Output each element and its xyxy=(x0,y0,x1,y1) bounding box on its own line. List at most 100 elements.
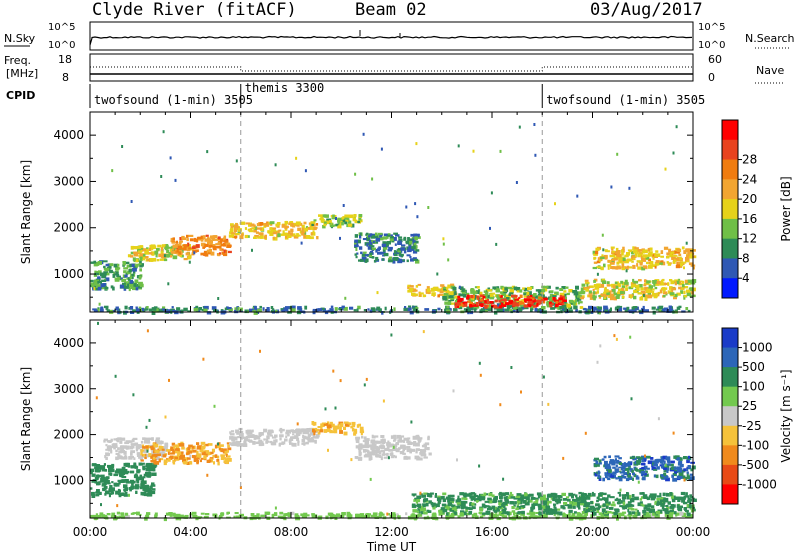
heatmap-cell xyxy=(121,492,125,496)
heatmap-cell xyxy=(537,301,542,305)
heatmap-cell xyxy=(223,253,228,257)
heatmap-cell xyxy=(669,292,675,296)
heatmap-cell xyxy=(588,305,593,310)
heatmap-cell xyxy=(219,243,222,247)
heatmap-cell xyxy=(465,507,471,510)
heatmap-cell xyxy=(207,459,212,463)
heatmap-cell xyxy=(661,506,665,510)
heatmap-cell xyxy=(188,260,191,264)
heatmap-cell xyxy=(130,245,134,250)
heatmap-cell xyxy=(512,309,516,312)
heatmap-cell xyxy=(586,283,589,287)
colorbar-segment xyxy=(722,120,738,141)
colorbar-label: Power [dB] xyxy=(779,176,793,241)
heatmap-cell xyxy=(361,253,366,257)
heatmap-cell xyxy=(376,291,379,295)
heatmap-cell xyxy=(449,291,454,295)
heatmap-cell xyxy=(595,460,598,465)
heatmap-cell xyxy=(615,251,619,255)
heatmap-cell xyxy=(411,292,416,296)
heatmap-cell xyxy=(588,492,592,497)
heatmap-cell xyxy=(509,289,514,294)
heatmap-cell xyxy=(497,303,500,307)
heatmap-cell xyxy=(163,254,166,258)
heatmap-cell xyxy=(573,502,579,506)
heatmap-cell xyxy=(683,266,685,270)
heatmap-cell xyxy=(585,509,591,513)
heatmap-cell xyxy=(203,308,208,313)
heatmap-cell xyxy=(297,306,302,310)
heatmap-panel-background xyxy=(90,112,693,312)
heatmap-cell xyxy=(691,465,696,470)
heatmap-cell xyxy=(422,503,428,506)
heatmap-cell xyxy=(607,260,613,263)
heatmap-cell xyxy=(682,475,686,479)
heatmap-cell xyxy=(107,482,111,485)
heatmap-cell xyxy=(637,461,641,465)
heatmap-cell xyxy=(282,232,287,236)
heatmap-cell xyxy=(269,232,274,236)
heatmap-cell xyxy=(111,463,115,467)
heatmap-cell xyxy=(393,250,397,254)
heatmap-cell xyxy=(646,508,649,512)
heatmap-cell xyxy=(480,299,485,304)
heatmap-cell xyxy=(644,249,648,254)
heatmap-cell xyxy=(609,262,615,265)
heatmap-cell xyxy=(295,221,301,226)
heatmap-cell xyxy=(408,305,412,308)
heatmap-cell xyxy=(382,399,385,403)
x-axis-label: Time UT xyxy=(366,540,417,554)
heatmap-cell xyxy=(297,440,300,443)
heatmap-cell xyxy=(584,431,587,435)
heatmap-cell xyxy=(362,251,367,254)
nsky-series-line xyxy=(89,35,693,46)
heatmap-cell xyxy=(235,515,241,519)
heatmap-cell xyxy=(301,438,306,443)
heatmap-cell xyxy=(508,514,511,517)
heatmap-cell xyxy=(385,253,389,256)
heatmap-cell xyxy=(360,429,364,433)
heatmap-cell xyxy=(499,512,504,516)
heatmap-cell xyxy=(213,238,218,241)
heatmap-cell xyxy=(131,482,134,486)
heatmap-cell xyxy=(480,494,486,498)
heatmap-cell xyxy=(227,244,232,248)
heatmap-cell xyxy=(121,468,125,473)
heatmap-cell xyxy=(246,432,251,435)
heatmap-cell xyxy=(165,512,170,516)
heatmap-cell xyxy=(172,237,175,241)
heatmap-cell xyxy=(375,451,378,455)
heatmap-cell xyxy=(652,512,655,516)
heatmap-cell xyxy=(686,292,692,297)
heatmap-cell xyxy=(123,287,127,291)
heatmap-cell xyxy=(470,301,473,305)
heatmap-cell xyxy=(334,429,338,434)
heatmap-cell xyxy=(279,511,284,515)
heatmap-cell xyxy=(124,515,130,519)
heatmap-cell xyxy=(151,246,154,251)
heatmap-cell xyxy=(350,425,353,429)
heatmap-cell xyxy=(359,426,364,430)
heatmap-cell xyxy=(124,274,128,278)
heatmap-cell xyxy=(457,299,463,302)
heatmap-cell xyxy=(679,463,684,468)
heatmap-cell xyxy=(124,261,130,265)
colorbar-frame xyxy=(721,119,739,299)
heatmap-cell xyxy=(612,253,616,258)
heatmap-cell xyxy=(252,440,256,445)
heatmap-cell xyxy=(514,294,518,298)
heatmap-cell xyxy=(683,261,687,264)
heatmap-cell xyxy=(127,254,132,258)
heatmap-cell xyxy=(598,311,601,315)
heatmap-cell xyxy=(97,276,101,279)
heatmap-cell xyxy=(514,298,519,301)
heatmap-cell xyxy=(383,236,389,239)
heatmap-cell xyxy=(145,468,150,472)
heatmap-cell xyxy=(502,302,505,305)
heatmap-cell xyxy=(90,261,95,264)
heatmap-cell xyxy=(164,246,168,251)
heatmap-cell xyxy=(216,309,219,312)
heatmap-cell xyxy=(359,235,362,239)
heatmap-cell xyxy=(323,429,328,433)
heatmap-cell xyxy=(537,293,542,296)
